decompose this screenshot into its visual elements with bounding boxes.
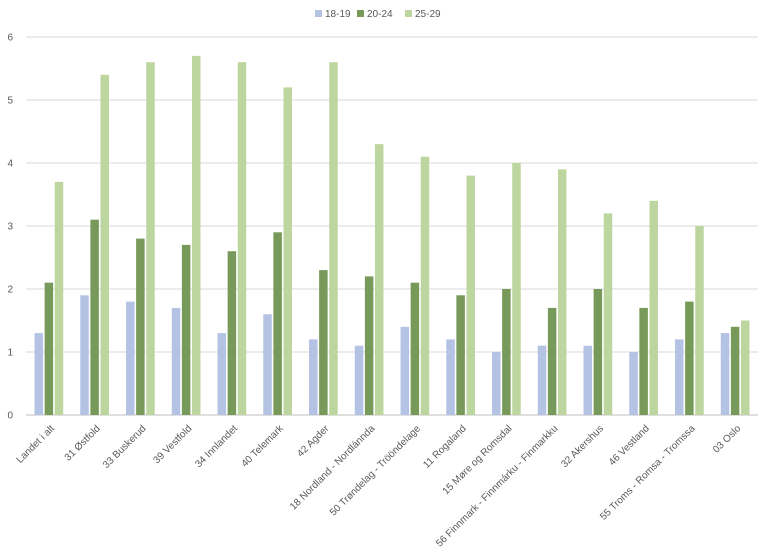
bar-25-29-9: [466, 175, 475, 415]
bar-20-24-6: [319, 270, 328, 415]
bar-25-29-1: [100, 74, 109, 416]
bar-25-29-10: [512, 163, 521, 415]
x-tick-label: 40 Telemark: [240, 423, 287, 470]
bar-18-19-15: [720, 333, 730, 415]
y-tick-label: 3: [7, 222, 13, 233]
bar-20-24-7: [364, 276, 374, 415]
bar-18-19-4: [217, 333, 227, 415]
legend-swatch: [357, 10, 364, 17]
y-tick-label: 1: [7, 348, 13, 359]
bar-18-19-8: [400, 326, 410, 415]
bars: [34, 55, 750, 416]
bar-20-24-9: [456, 295, 465, 415]
x-tick-label: 46 Vestland: [607, 423, 652, 468]
bar-20-24-10: [502, 289, 511, 415]
bar-20-24-2: [136, 238, 145, 415]
x-tick-label: 11 Rogaland: [421, 423, 468, 470]
bar-25-29-8: [420, 156, 430, 415]
x-tick-label: 18 Nordland - Nordlánnda: [288, 423, 377, 512]
bar-18-19-1: [80, 295, 89, 415]
y-tick-label: 4: [7, 159, 13, 170]
x-tick-label: 33 Buskerud: [101, 423, 148, 470]
x-tick-label: 03 Oslo: [711, 423, 743, 455]
bar-20-24-8: [410, 282, 420, 415]
bar-18-19-7: [354, 345, 364, 415]
bar-18-19-13: [629, 352, 638, 415]
y-axis: 0 1 2 3 4 5 6: [7, 33, 13, 422]
bar-25-29-15: [740, 320, 750, 415]
bar-18-19-9: [446, 339, 455, 415]
legend-label: 20-24: [367, 9, 393, 20]
bar-25-29-13: [649, 200, 658, 415]
legend-label: 25-29: [415, 9, 441, 20]
y-tick-label: 6: [7, 33, 13, 44]
bar-20-24-5: [273, 232, 282, 415]
bar-20-24-11: [547, 307, 557, 415]
legend-swatch: [405, 10, 412, 17]
bar-18-19-2: [126, 301, 135, 415]
bar-25-29-14: [695, 226, 704, 415]
x-tick-label: 34 Innlandet: [193, 423, 240, 470]
x-tick-label: Landet i alt: [15, 423, 58, 466]
legend-label: 18-19: [325, 9, 351, 20]
bar-20-24-0: [44, 282, 54, 415]
bar-18-19-3: [171, 307, 181, 415]
bar-18-19-11: [537, 345, 547, 415]
legend-swatch: [315, 10, 322, 17]
bar-25-29-3: [191, 55, 201, 416]
x-tick-label: 31 Østfold: [63, 423, 103, 463]
legend: 18-19 20-24 25-29: [315, 9, 441, 20]
bar-25-29-4: [237, 62, 247, 415]
bar-20-24-1: [90, 219, 99, 415]
bar-20-24-12: [593, 289, 603, 415]
bar-20-24-14: [685, 301, 694, 415]
y-tick-label: 0: [7, 411, 13, 422]
bar-25-29-2: [146, 62, 155, 415]
x-tick-label: 42 Agder: [295, 423, 332, 460]
bar-25-29-11: [557, 169, 567, 415]
bar-25-29-6: [329, 62, 338, 415]
bar-18-19-14: [675, 339, 684, 415]
bar-18-19-6: [309, 339, 318, 415]
bar-25-29-0: [54, 181, 64, 415]
bar-20-24-15: [730, 326, 740, 415]
bar-25-29-12: [603, 213, 613, 415]
bar-18-19-5: [263, 314, 272, 415]
y-tick-label: 2: [7, 285, 13, 296]
bar-20-24-13: [639, 307, 648, 415]
bar-25-29-7: [374, 144, 384, 415]
bar-18-19-10: [492, 352, 501, 415]
gridlines: [26, 36, 758, 416]
bar-18-19-12: [583, 345, 593, 415]
x-tick-label: 39 Vestfold: [151, 423, 194, 466]
bar-18-19-0: [34, 333, 44, 415]
x-tick-label: 32 Akershus: [559, 423, 606, 470]
y-tick-label: 5: [7, 96, 13, 107]
bar-25-29-5: [283, 87, 292, 416]
bar-20-24-3: [181, 244, 191, 415]
bar-20-24-4: [227, 251, 237, 415]
x-tick-label: 55 Troms - Romsa - Tromssa: [598, 423, 698, 523]
x-tick-label: 50 Trøndelag - Trööndelage: [328, 423, 423, 518]
